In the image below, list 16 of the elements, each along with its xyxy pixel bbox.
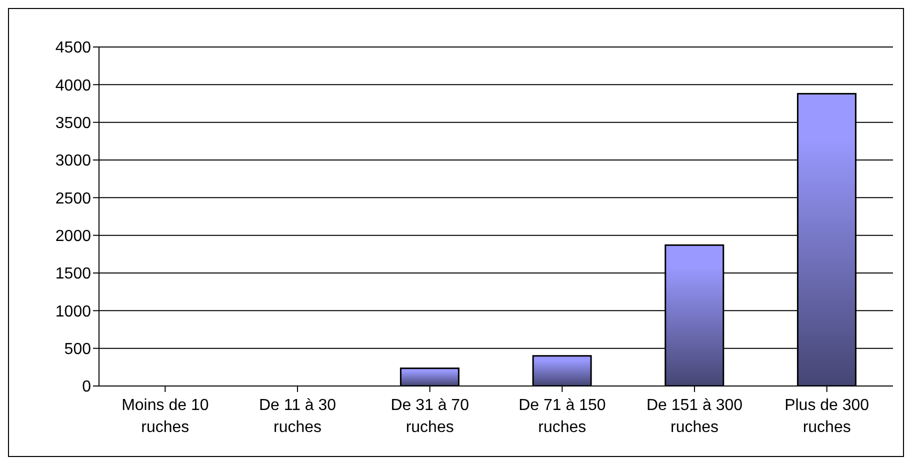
x-tick-label: De 31 à 70 ruches <box>390 397 470 436</box>
x-tick-label: De 71 à 150 ruches <box>518 397 606 436</box>
x-tick-label: De 11 à 30 ruches <box>258 397 336 436</box>
x-tick-label: Moins de 10 ruches <box>122 397 209 436</box>
y-tick-label: 2000 <box>55 228 92 246</box>
y-tick-label: 0 <box>82 378 92 396</box>
y-tick-label: 2500 <box>55 190 92 208</box>
y-tick-label: 3000 <box>55 152 92 170</box>
y-tick-label: 1000 <box>55 303 92 320</box>
x-tick-label: De 151 à 300 ruches <box>646 397 743 436</box>
y-tick-label: 3500 <box>55 115 92 132</box>
y-tick-label: 1500 <box>55 266 92 283</box>
y-tick-label: 500 <box>64 341 92 358</box>
y-tick-label: 4500 <box>55 40 92 57</box>
y-tick-label: 4000 <box>55 77 92 94</box>
x-tick-label: Plus de 300 ruches <box>784 397 870 436</box>
